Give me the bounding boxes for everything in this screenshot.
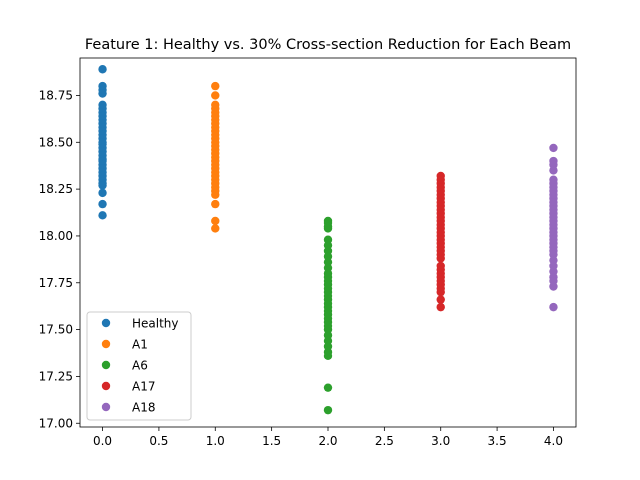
point-a6-30 (323, 351, 333, 361)
x-tick-label: 3.0 (431, 434, 450, 448)
point-a18-0 (549, 143, 558, 153)
point-healthy-29 (98, 199, 107, 209)
point-a18-31 (549, 302, 558, 312)
x-tick-label: 0.5 (149, 434, 168, 448)
y-tick-label: 18.25 (39, 182, 73, 196)
x-tick-label: 1.0 (206, 434, 225, 448)
legend-label-a18: A18 (132, 401, 155, 415)
point-a6-3 (323, 224, 333, 233)
y-tick-label: 17.50 (39, 323, 73, 337)
legend-marker-a17 (101, 381, 111, 391)
point-a17-31 (436, 295, 445, 304)
y-tick-label: 18.50 (39, 135, 73, 149)
point-a6-31 (323, 383, 333, 392)
point-a1-1 (211, 91, 220, 100)
legend-label-healthy: Healthy (132, 317, 179, 331)
point-a1-27 (211, 199, 220, 209)
x-tick-label: 1.5 (262, 434, 281, 448)
point-healthy-27 (98, 181, 107, 190)
y-tick-label: 18.00 (39, 229, 73, 243)
chart-title: Feature 1: Healthy vs. 30% Cross-section… (85, 37, 571, 53)
x-tick-label: 0.0 (93, 434, 112, 448)
point-a18-30 (549, 282, 558, 291)
points-layer (98, 65, 558, 415)
y-axis: 17.00 17.25 17.50 17.75 18.00 18.25 18.50 18.75 (39, 88, 80, 430)
x-tick-label: 3.5 (488, 434, 507, 448)
legend-marker-a6 (101, 360, 111, 370)
legend-label-a6: A6 (132, 359, 148, 373)
y-tick-label: 17.25 (39, 369, 73, 383)
y-tick-label: 17.00 (39, 416, 73, 430)
point-a17-22 (436, 254, 445, 263)
point-a1-0 (211, 81, 220, 91)
point-a17-30 (436, 287, 445, 297)
legend-marker-healthy (101, 318, 111, 328)
point-a17-32 (436, 302, 445, 312)
point-healthy-0 (98, 65, 107, 74)
point-a6-32 (323, 405, 333, 415)
x-tick-label: 4.0 (544, 434, 563, 448)
point-healthy-28 (98, 188, 107, 198)
point-a1-26 (211, 190, 220, 199)
legend-label-a1: A1 (132, 338, 148, 352)
point-a1-29 (211, 224, 220, 233)
point-healthy-30 (98, 211, 107, 220)
y-tick-label: 18.75 (39, 88, 73, 102)
x-tick-label: 2.0 (318, 434, 337, 448)
x-tick-label: 2.5 (375, 434, 394, 448)
legend-marker-a1 (101, 339, 111, 349)
y-tick-label: 17.75 (39, 276, 73, 290)
point-a18-3 (549, 166, 558, 175)
legend-label-a17: A17 (132, 380, 155, 394)
point-healthy-3 (98, 89, 107, 98)
legend-marker-a18 (101, 402, 111, 412)
legend: Healthy A1 A6 A17 A18 (86, 311, 192, 421)
legend-box (86, 311, 192, 421)
x-axis: 0.0 0.5 1.0 1.5 2.0 2.5 3.0 3.5 4.0 (93, 427, 563, 448)
point-a1-28 (211, 216, 220, 226)
